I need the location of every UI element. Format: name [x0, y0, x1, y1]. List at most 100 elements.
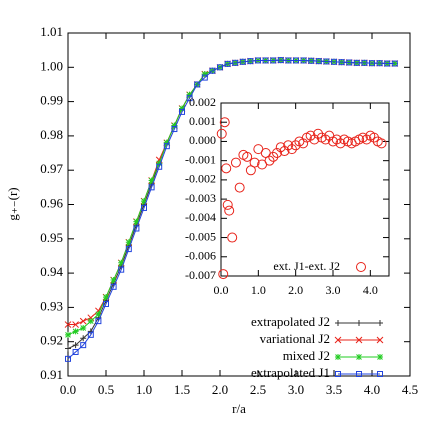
y-tick-label: 0.94	[40, 264, 63, 279]
marker	[218, 269, 229, 280]
x-tick-label: 0.5	[98, 382, 114, 397]
marker	[286, 144, 297, 155]
marker	[194, 81, 201, 88]
marker	[179, 108, 185, 115]
x-tick-label: 4.0	[364, 382, 380, 397]
marker	[320, 134, 331, 145]
marker	[125, 246, 132, 253]
marker	[141, 204, 147, 211]
marker	[72, 321, 79, 328]
marker	[255, 57, 261, 64]
marker	[103, 300, 109, 307]
marker	[65, 355, 71, 362]
marker	[186, 95, 193, 102]
marker	[384, 60, 391, 67]
x-tick-label: 0.0	[60, 382, 76, 397]
y-tick-label: 0.96	[40, 195, 63, 210]
plot-frame	[220, 102, 390, 277]
y-tick-label: -0.007	[185, 268, 216, 282]
marker	[272, 147, 282, 158]
x-tick-label: 4.5	[402, 382, 418, 397]
marker	[335, 320, 341, 326]
marker	[227, 232, 238, 243]
marker	[293, 57, 299, 64]
marker	[313, 128, 324, 139]
x-axis-label: r/a	[232, 401, 246, 416]
x-tick-label: 4.0	[363, 283, 378, 297]
marker	[356, 320, 362, 326]
marker	[156, 163, 163, 170]
marker	[270, 57, 277, 64]
legend-label: variational J2	[260, 331, 330, 346]
x-tick-label: 3.0	[288, 382, 304, 397]
y-tick-label: 0.91	[40, 367, 63, 382]
marker	[103, 294, 109, 301]
marker	[118, 259, 125, 266]
marker	[298, 138, 309, 149]
marker	[335, 371, 341, 377]
marker	[65, 345, 71, 352]
marker	[323, 58, 330, 65]
marker	[262, 57, 269, 64]
marker	[80, 342, 87, 349]
marker	[72, 342, 79, 349]
y-tick-label: 1.00	[40, 58, 63, 73]
marker	[242, 151, 253, 162]
legend-label: ext. J1-ext. J2	[273, 259, 340, 273]
marker	[217, 64, 223, 71]
marker	[361, 134, 372, 145]
series-line	[67, 59, 395, 360]
marker	[156, 160, 163, 167]
x-tick-label: 2.5	[250, 382, 266, 397]
y-tick-label: 0.97	[40, 161, 63, 176]
marker	[141, 198, 147, 205]
marker	[300, 57, 307, 64]
marker	[315, 58, 322, 65]
y-tick-label: -0.001	[185, 152, 216, 166]
y-tick-label: -0.004	[185, 210, 216, 224]
marker	[283, 140, 294, 151]
legend-label: extrapolated J2	[251, 314, 330, 329]
marker	[110, 276, 117, 283]
marker	[308, 57, 315, 64]
marker	[179, 105, 185, 112]
y-tick-label: 0.99	[40, 93, 63, 108]
marker	[356, 354, 362, 360]
marker	[133, 218, 140, 225]
y-axis-label: g₊₋(r)	[5, 187, 20, 220]
marker	[148, 177, 155, 184]
x-tick-label: 2.0	[288, 283, 303, 297]
marker	[224, 60, 231, 67]
marker	[346, 59, 353, 66]
marker	[290, 140, 301, 151]
marker	[186, 91, 193, 98]
marker	[275, 142, 286, 153]
legend-label: mixed J2	[283, 348, 330, 363]
x-tick-label: 2.0	[212, 382, 228, 397]
y-tick-label: 0.93	[40, 298, 63, 313]
marker	[171, 126, 178, 133]
x-tick-label: 1.0	[136, 382, 152, 397]
marker	[355, 336, 363, 344]
marker	[80, 324, 87, 331]
marker	[65, 331, 71, 338]
marker	[277, 57, 284, 64]
y-tick-label: -0.005	[185, 229, 216, 243]
marker	[118, 266, 125, 273]
marker	[133, 225, 140, 232]
marker	[95, 318, 102, 325]
marker	[353, 59, 360, 66]
marker	[221, 163, 232, 174]
marker	[224, 205, 235, 216]
marker	[64, 321, 72, 328]
inset: -0.007 -0.006 -0.005 -0.004 -0.003 -0.002 -0.0…	[185, 95, 390, 297]
marker	[279, 146, 290, 157]
marker	[95, 311, 102, 318]
marker	[230, 157, 241, 168]
marker	[249, 157, 260, 168]
marker	[222, 199, 233, 210]
y-tick-label: 0.001	[189, 114, 216, 128]
marker	[285, 57, 292, 64]
marker	[125, 239, 132, 246]
